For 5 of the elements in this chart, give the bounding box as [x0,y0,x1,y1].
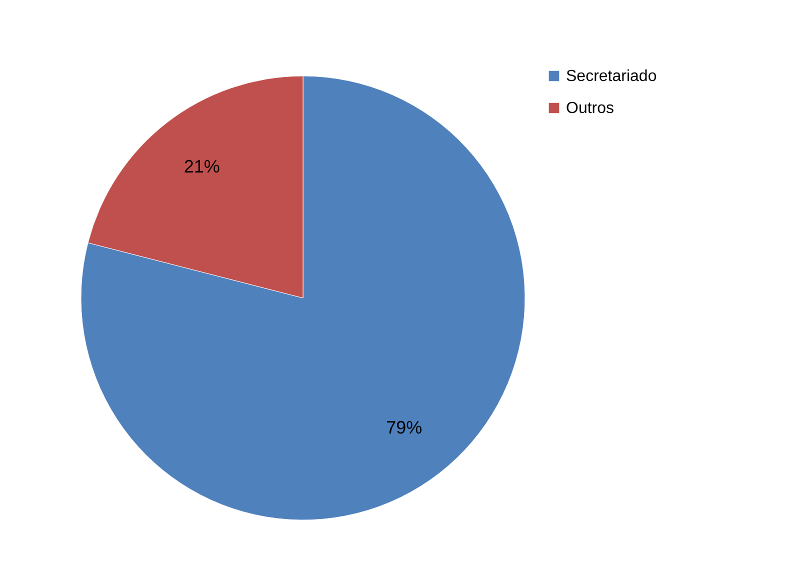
legend-label: Secretariado [566,68,657,85]
pie-slice [80,76,526,520]
data-label: 21% [184,156,220,177]
data-label: 79% [386,417,422,438]
legend-label: Outros [566,100,614,117]
